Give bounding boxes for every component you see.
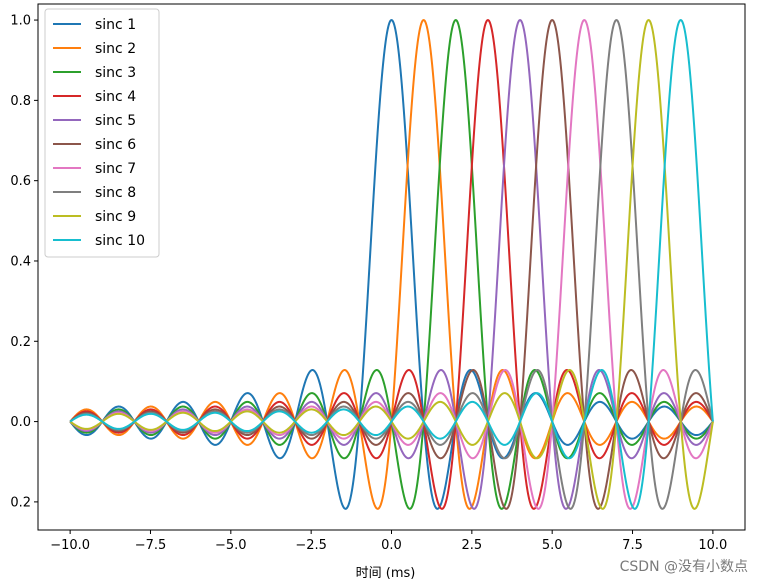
y-tick-label: 0.6 — [10, 174, 31, 189]
series-line-6 — [69, 19, 714, 510]
series-line-9 — [69, 19, 714, 510]
x-tick-label: 5.0 — [542, 538, 563, 553]
legend-label-10: sinc 10 — [95, 233, 145, 249]
series-line-3 — [69, 19, 714, 510]
x-tick-label: 2.5 — [461, 538, 482, 553]
x-tick-label: −7.5 — [135, 538, 167, 553]
watermark: CSDN @没有小数点 — [620, 559, 748, 575]
y-tick-label: 1.0 — [10, 14, 31, 29]
series-lines — [69, 19, 714, 510]
legend-label-3: sinc 3 — [95, 65, 136, 81]
series-line-8 — [69, 19, 714, 510]
x-tick-label: 0.0 — [381, 538, 402, 553]
legend-label-2: sinc 2 — [95, 41, 136, 57]
y-tick-label: 0.0 — [10, 415, 31, 430]
x-axis-label: 时间 (ms) — [356, 566, 416, 581]
x-tick-label: 7.5 — [622, 538, 643, 553]
legend-label-5: sinc 5 — [95, 113, 136, 129]
series-line-2 — [69, 19, 714, 510]
x-tick-label: −5.0 — [215, 538, 247, 553]
y-tick-label: 0.2 — [10, 495, 31, 510]
legend-label-4: sinc 4 — [95, 89, 136, 105]
series-line-10 — [69, 19, 714, 510]
y-tick-label: 0.4 — [10, 254, 31, 269]
x-axis-ticks: −10.0 −7.5 −5.0 −2.5 0.0 2.5 5.0 7.5 10.0 — [50, 530, 727, 553]
legend-label-6: sinc 6 — [95, 137, 136, 153]
legend-label-7: sinc 7 — [95, 161, 136, 177]
x-tick-label: −10.0 — [50, 538, 90, 553]
series-line-7 — [69, 19, 714, 510]
series-line-4 — [69, 19, 714, 510]
series-line-5 — [69, 19, 714, 510]
series-line-1 — [69, 19, 714, 510]
x-tick-label: 10.0 — [698, 538, 727, 553]
x-tick-label: −2.5 — [295, 538, 327, 553]
y-tick-label: 0.2 — [10, 335, 31, 350]
legend-label-8: sinc 8 — [95, 185, 136, 201]
legend: sinc 1 sinc 2 sinc 3 sinc 4 sinc 5 sinc 6 sinc… — [44, 8, 160, 258]
y-axis-ticks: 0.2 0.0 0.2 0.4 0.6 0.8 1.0 — [10, 14, 38, 510]
legend-label-1: sinc 1 — [95, 17, 136, 33]
y-tick-label: 0.8 — [10, 94, 31, 109]
legend-label-9: sinc 9 — [95, 209, 136, 225]
